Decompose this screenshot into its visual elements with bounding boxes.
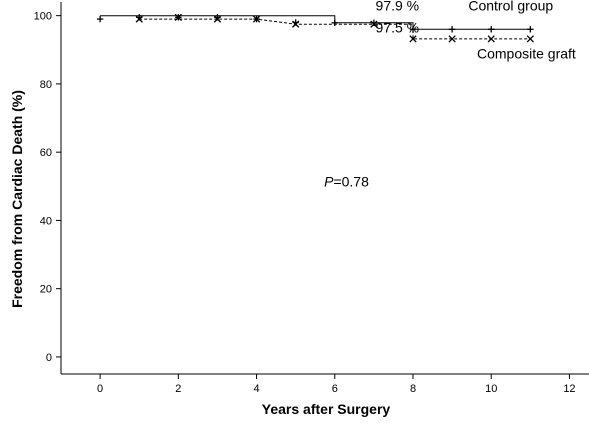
censor-mark-cross — [135, 15, 143, 23]
annotation-1: 97.5 % — [376, 20, 420, 36]
x-tick-label: 8 — [410, 383, 416, 395]
p-value-text: P=0.78 — [324, 173, 369, 189]
censor-mark-stroke — [252, 15, 261, 23]
plot-frame — [60, 2, 589, 375]
series-line-composite — [139, 18, 531, 40]
censor-mark-plus — [96, 15, 104, 23]
annotation-2: Control group — [468, 0, 553, 14]
censor-mark-stroke — [448, 35, 456, 43]
x-tick-label: 2 — [175, 383, 181, 395]
y-tick-label: 80 — [40, 79, 52, 91]
censor-mark-stroke — [174, 13, 182, 22]
censor-mark-cross — [487, 35, 495, 43]
censor-mark-cross — [409, 35, 417, 43]
censor-mark-plus — [331, 19, 338, 27]
p-value-symbol: P — [324, 173, 334, 189]
y-tick-label: 40 — [40, 215, 52, 227]
censor-mark-stroke — [370, 20, 378, 28]
censor-mark-stroke — [135, 15, 143, 23]
censor-mark-stroke — [409, 35, 417, 43]
censor-mark-stroke — [213, 15, 222, 23]
p-value-number: =0.78 — [333, 173, 369, 189]
censor-mark-cross — [213, 15, 222, 23]
annotation-layer: 97.9 % 97.5 % Control group Composite graft… — [324, 0, 576, 189]
x-tick-label: 10 — [485, 383, 497, 395]
censor-mark-plus — [448, 26, 456, 33]
annotation-3: Composite graft — [477, 45, 576, 61]
censor-mark-stroke — [526, 35, 534, 43]
censor-mark-cross — [370, 20, 378, 28]
y-tick-label: 0 — [46, 352, 52, 364]
censor-mark-plus — [527, 26, 534, 33]
y-tick-label: 100 — [34, 11, 52, 23]
censor-mark-cross — [252, 15, 261, 23]
y-axis-label: Freedom from Cardiac Death (%) — [9, 90, 25, 308]
y-tick-label: 60 — [40, 147, 52, 159]
y-tick-label: 20 — [40, 284, 52, 296]
series-layer — [96, 13, 534, 43]
x-tick-label: 0 — [97, 383, 103, 395]
censor-mark-cross — [174, 13, 182, 22]
y-axis: 0 20 40 60 80 100 — [34, 11, 61, 364]
annotation-0: 97.9 % — [376, 0, 420, 14]
x-tick-label: 12 — [563, 383, 575, 395]
x-axis-label: Years after Surgery — [262, 401, 391, 417]
censor-mark-cross — [448, 35, 456, 43]
censor-mark-cross — [292, 20, 300, 28]
censor-mark-stroke — [292, 20, 300, 28]
x-tick-label: 4 — [253, 383, 259, 395]
censor-mark-cross — [526, 35, 534, 43]
censor-mark-stroke — [487, 35, 495, 43]
series-line-control — [100, 15, 531, 30]
x-axis: 0 2 4 6 8 10 12 — [97, 374, 576, 395]
censor-mark-plus — [488, 26, 495, 33]
x-tick-label: 6 — [332, 383, 338, 395]
